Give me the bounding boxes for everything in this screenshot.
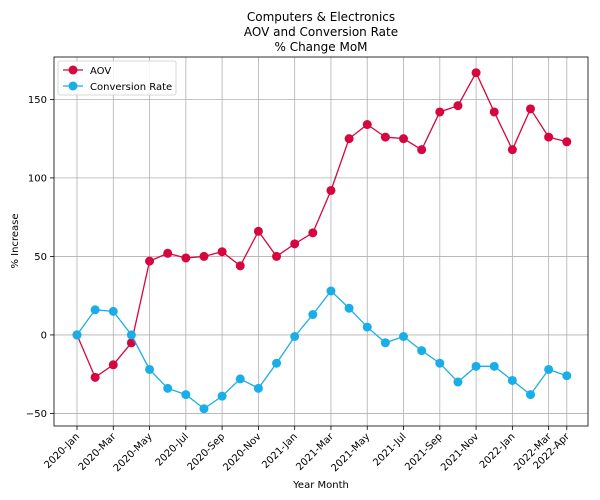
chart-title: Computers & Electronics AOV and Conversi… bbox=[244, 10, 398, 54]
data-point-aov bbox=[362, 120, 372, 130]
data-point-conversion-rate bbox=[126, 330, 136, 340]
title-line-2: AOV and Conversion Rate bbox=[244, 25, 398, 39]
data-point-conversion-rate bbox=[308, 310, 318, 320]
y-axis-label: % Increase bbox=[10, 214, 21, 269]
series-conversion-rate bbox=[72, 286, 572, 414]
data-point-aov bbox=[562, 137, 572, 147]
x-axis-label: Year Month bbox=[292, 480, 349, 491]
data-point-aov bbox=[326, 185, 336, 195]
data-point-conversion-rate bbox=[235, 374, 245, 384]
data-point-aov bbox=[417, 145, 427, 155]
data-point-aov bbox=[344, 134, 354, 144]
legend-aov-marker bbox=[68, 65, 78, 75]
legend: AOV Conversion Rate bbox=[57, 60, 177, 96]
data-point-aov bbox=[544, 132, 554, 142]
data-point-aov bbox=[308, 228, 318, 238]
y-tick-label: −50 bbox=[26, 409, 47, 420]
data-point-conversion-rate bbox=[471, 361, 481, 371]
legend-aov-label: AOV bbox=[90, 66, 111, 77]
data-point-conversion-rate bbox=[145, 364, 155, 374]
data-point-conversion-rate bbox=[344, 303, 354, 313]
data-point-aov bbox=[181, 253, 191, 263]
data-point-aov bbox=[145, 256, 155, 266]
y-tick-label: 150 bbox=[28, 95, 47, 106]
data-point-aov bbox=[290, 239, 300, 249]
data-point-conversion-rate bbox=[453, 377, 463, 387]
grid bbox=[54, 57, 588, 426]
legend-item-conversion-rate: Conversion Rate bbox=[63, 81, 172, 93]
data-point-aov bbox=[272, 251, 282, 261]
data-point-aov bbox=[90, 372, 100, 382]
data-point-conversion-rate bbox=[290, 331, 300, 341]
legend-conversion-rate-label: Conversion Rate bbox=[90, 82, 172, 93]
series-layer bbox=[72, 68, 572, 414]
series-line-aov bbox=[76, 71, 567, 379]
data-point-conversion-rate bbox=[90, 305, 100, 315]
data-point-aov bbox=[235, 261, 245, 271]
data-point-conversion-rate bbox=[435, 358, 445, 368]
series-aov bbox=[72, 68, 572, 382]
series-line-conversion-rate bbox=[76, 289, 567, 410]
data-point-aov bbox=[435, 107, 445, 117]
data-point-aov bbox=[253, 226, 263, 236]
y-tick-label: 100 bbox=[28, 173, 47, 184]
data-point-conversion-rate bbox=[253, 383, 263, 393]
data-point-conversion-rate bbox=[362, 322, 372, 332]
data-point-conversion-rate bbox=[544, 364, 554, 374]
data-point-aov bbox=[199, 251, 209, 261]
data-point-aov bbox=[489, 107, 499, 117]
data-point-aov bbox=[108, 360, 118, 370]
title-line-1: Computers & Electronics bbox=[247, 10, 395, 24]
data-point-aov bbox=[399, 134, 409, 144]
data-point-conversion-rate bbox=[326, 286, 336, 296]
data-point-conversion-rate bbox=[380, 338, 390, 348]
data-point-aov bbox=[380, 132, 390, 142]
legend-conversion-rate-marker bbox=[68, 81, 78, 91]
legend-item-aov: AOV bbox=[63, 65, 111, 77]
data-point-aov bbox=[471, 68, 481, 78]
data-point-conversion-rate bbox=[163, 383, 173, 393]
data-point-conversion-rate bbox=[417, 346, 427, 356]
data-point-conversion-rate bbox=[399, 331, 409, 341]
data-point-conversion-rate bbox=[507, 375, 517, 385]
y-tick-label: 50 bbox=[34, 252, 47, 263]
data-point-conversion-rate bbox=[272, 358, 282, 368]
data-point-conversion-rate bbox=[526, 390, 535, 400]
legend-box bbox=[57, 60, 177, 96]
data-point-conversion-rate bbox=[562, 371, 572, 381]
data-point-conversion-rate bbox=[72, 330, 82, 340]
data-point-aov bbox=[526, 104, 535, 114]
data-point-conversion-rate bbox=[181, 390, 191, 400]
data-point-conversion-rate bbox=[217, 391, 227, 401]
data-point-conversion-rate bbox=[108, 306, 118, 316]
data-point-conversion-rate bbox=[489, 361, 499, 371]
data-point-aov bbox=[507, 145, 517, 155]
plot-frame bbox=[53, 56, 589, 427]
data-point-aov bbox=[453, 101, 463, 111]
y-tick-label: 0 bbox=[41, 330, 47, 341]
data-point-aov bbox=[217, 247, 227, 257]
data-point-aov bbox=[163, 248, 173, 258]
data-point-conversion-rate bbox=[199, 404, 209, 414]
title-line-3: % Change MoM bbox=[274, 40, 367, 54]
